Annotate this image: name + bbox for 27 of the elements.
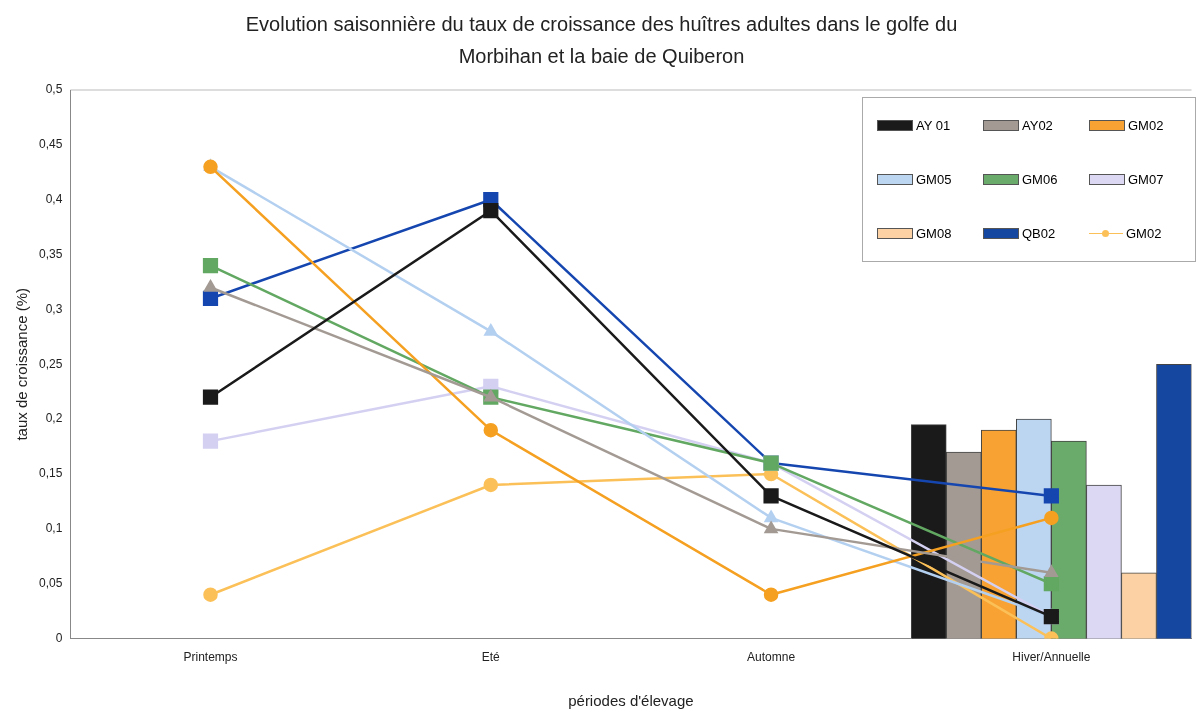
legend-label: GM02 [1126,226,1162,242]
legend-label: AY 01 [916,117,951,133]
y-axis-title: taux de croissance (%) [13,288,31,441]
legend-label: QB02 [1022,226,1056,242]
x-tick-label: Hiver/Annuelle [1012,650,1091,665]
x-tick-label: Printemps [183,650,238,665]
y-tick-label: 0 [55,630,63,645]
chart-title: Evolution saisonnière du taux de croissance des huîtres adultes dans le golfe du Morbihan et la baie de Quiberon [244,12,959,69]
legend-label: GM06 [1022,171,1058,187]
y-tick-label: 0,4 [45,192,63,207]
y-tick-label: 0,35 [39,246,63,261]
y-tick-label: 0,45 [39,137,63,152]
legend-label: GM08 [916,226,952,242]
y-tick-label: 0,15 [39,466,63,481]
legend-label: GM07 [1128,171,1164,187]
legend-label: GM02 [1128,117,1164,133]
x-tick-label: Eté [481,650,501,665]
x-tick-label: Automne [747,650,796,665]
y-tick-label: 0,5 [45,82,63,97]
y-tick-label: 0,3 [45,301,63,316]
legend-label: AY02 [1022,117,1053,133]
y-tick-label: 0,1 [45,521,63,536]
y-tick-label: 0,05 [39,576,63,591]
y-tick-label: 0,2 [45,411,63,426]
y-tick-label: 0,25 [39,356,63,371]
x-axis-title: périodes d'élevage [568,692,694,710]
legend-label: GM05 [916,171,952,187]
